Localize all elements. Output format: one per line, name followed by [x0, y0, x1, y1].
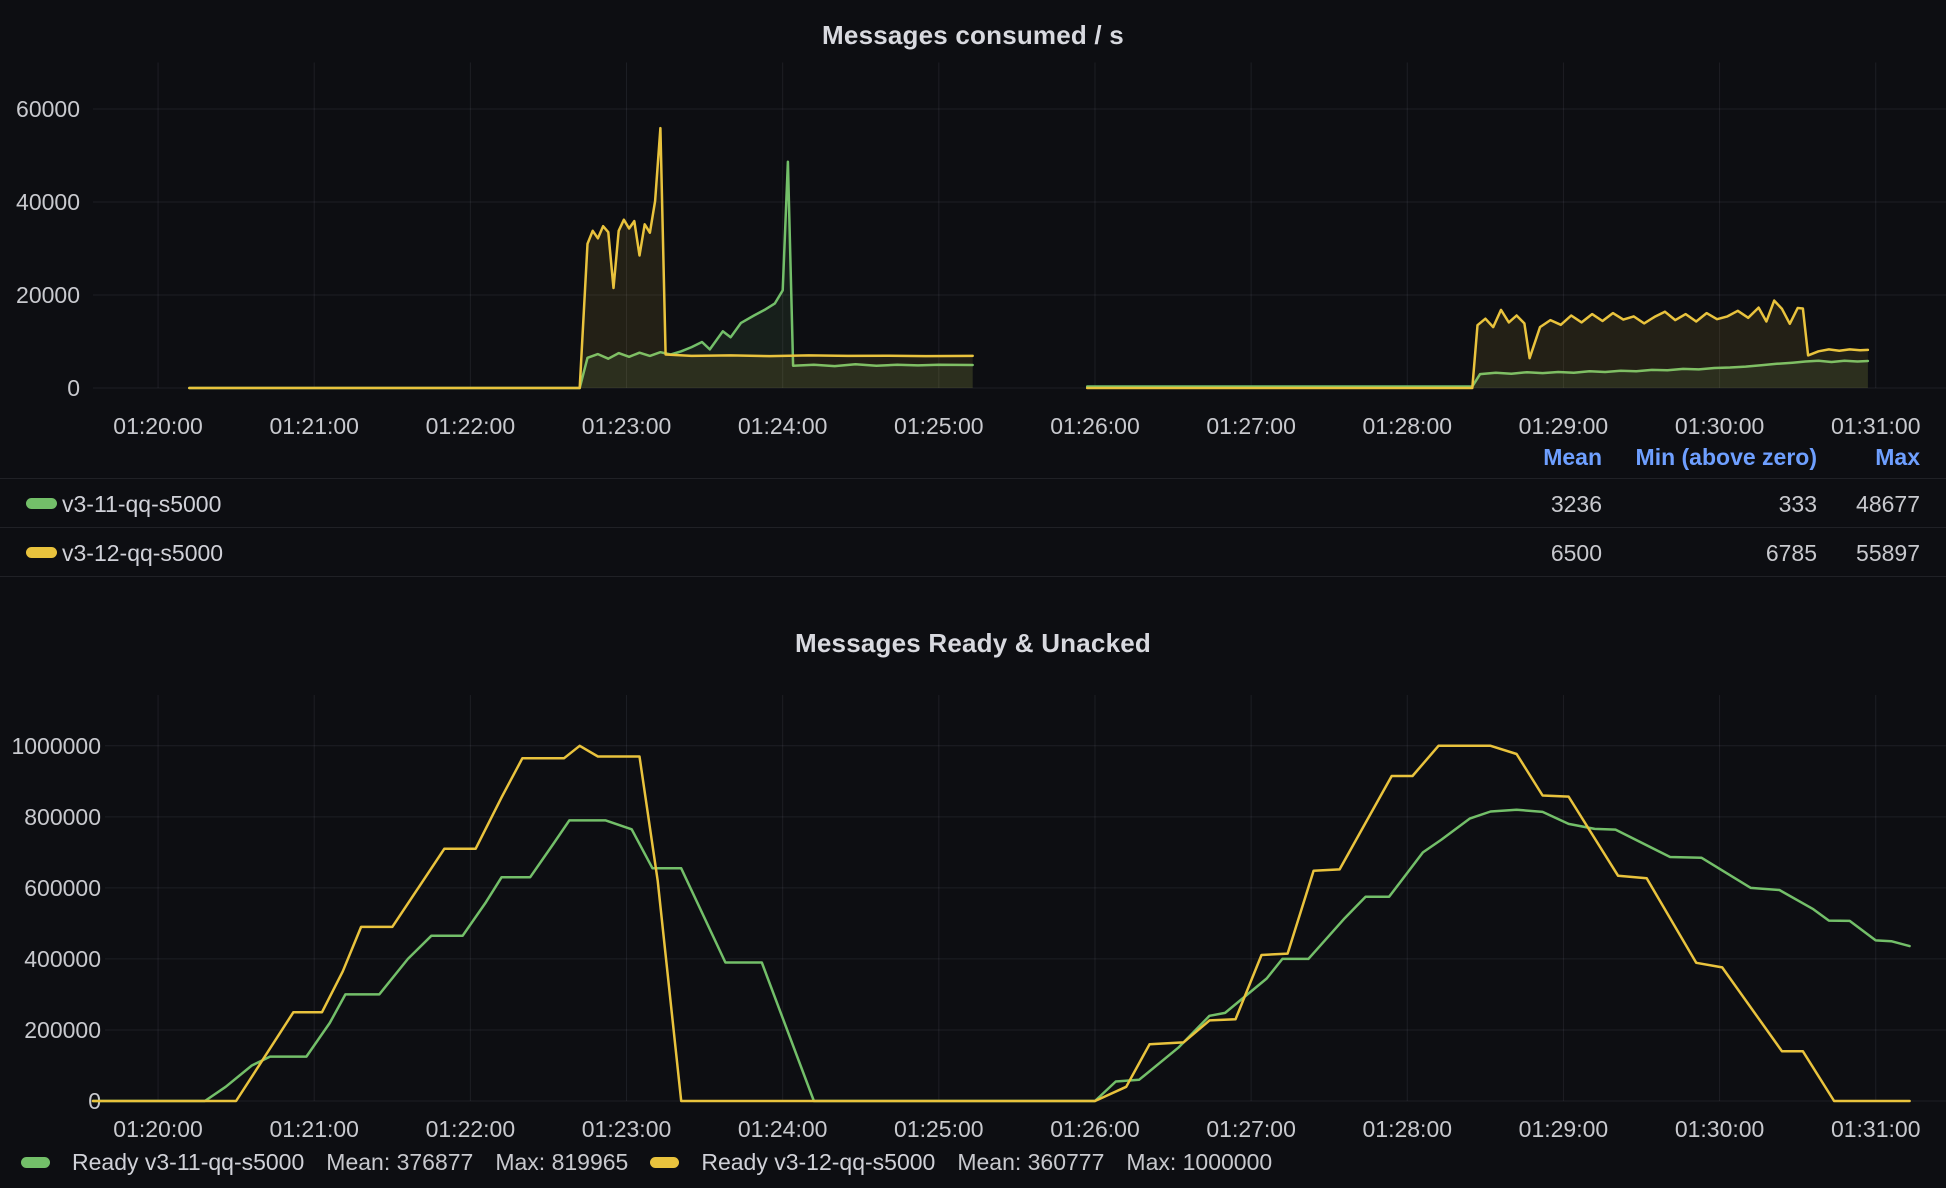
x-tick-label: 01:24:00: [738, 413, 828, 439]
series-color-swatch[interactable]: [21, 1157, 50, 1168]
legend-row: v3-11-qq-s5000 3236 333 48677: [0, 478, 1946, 527]
series-fill-v3-12-qq-s5000: [189, 128, 973, 388]
series-fill-v3-11-qq-s5000: [189, 161, 973, 388]
x-tick-label: 01:27:00: [1206, 413, 1296, 439]
legend-value-max: 55897: [1856, 540, 1920, 566]
x-tick-label: 01:21:00: [269, 413, 359, 439]
y-tick-label: 0: [67, 375, 80, 401]
legend-stat-mean: Mean: 360777: [957, 1149, 1105, 1175]
x-tick-label: 01:24:00: [738, 1116, 828, 1142]
legend-header-max[interactable]: Max: [1875, 444, 1920, 470]
panel2-title[interactable]: Messages Ready & Unacked: [795, 628, 1151, 658]
y-tick-label: 800000: [24, 804, 101, 830]
y-tick-label: 20000: [16, 282, 80, 308]
series-fill-v3-12-qq-s5000: [1087, 300, 1868, 388]
legend-stat-max: Max: 1000000: [1126, 1149, 1273, 1175]
x-tick-label: 01:27:00: [1206, 1116, 1296, 1142]
series-line-v3-12-qq-s5000: [188, 126, 974, 390]
y-tick-label: 400000: [24, 946, 101, 972]
x-tick-label: 01:26:00: [1050, 413, 1140, 439]
legend-value-min_above_zero: 6785: [1765, 540, 1817, 566]
y-tick-label: 600000: [24, 875, 101, 901]
series-fill-v3-11-qq-s5000: [1087, 360, 1868, 388]
x-tick-label: 01:29:00: [1519, 1116, 1609, 1142]
x-tick-label: 01:30:00: [1675, 1116, 1765, 1142]
legend-series-label[interactable]: Ready v3-12-qq-s5000: [701, 1149, 936, 1175]
x-tick-label: 01:31:00: [1831, 1116, 1921, 1142]
series-color-swatch[interactable]: [650, 1157, 680, 1168]
x-tick-label: 01:20:00: [113, 413, 203, 439]
legend-table-header: Mean Min (above zero) Max: [0, 444, 1946, 472]
legend-row: v3-12-qq-s5000 6500 6785 55897: [0, 527, 1946, 577]
legend-value-mean: 6500: [1550, 540, 1602, 566]
legend-value-min_above_zero: 333: [1778, 491, 1817, 517]
series-line-v3-11-qq-s5000: [188, 160, 974, 390]
x-tick-label: 01:30:00: [1675, 413, 1765, 439]
x-tick-label: 01:21:00: [269, 1116, 359, 1142]
legend-value-max: 48677: [1856, 491, 1920, 517]
legend-series-label[interactable]: v3-11-qq-s5000: [62, 491, 222, 517]
legend-stat-max: Max: 819965: [495, 1149, 629, 1175]
series-line-Ready v3-11-qq-s5000: [91, 808, 1911, 1103]
x-tick-label: 01:23:00: [582, 413, 672, 439]
series-line-v3-11-qq-s5000: [1085, 359, 1870, 388]
legend-series-label[interactable]: v3-12-qq-s5000: [62, 540, 224, 566]
bottom-legend: Ready v3-11-qq-s5000 Mean: 376877 Max: 819…: [21, 1149, 1272, 1176]
series-color-swatch[interactable]: [26, 498, 57, 509]
x-tick-label: 01:20:00: [113, 1116, 203, 1142]
legend-series-label[interactable]: Ready v3-11-qq-s5000: [72, 1149, 305, 1175]
legend-stat-mean: Mean: 376877: [326, 1149, 474, 1175]
x-tick-label: 01:29:00: [1519, 413, 1609, 439]
x-tick-label: 01:31:00: [1831, 413, 1921, 439]
legend-value-mean: 3236: [1550, 491, 1602, 517]
x-tick-label: 01:28:00: [1363, 1116, 1453, 1142]
y-tick-label: 1000000: [11, 733, 101, 759]
x-tick-label: 01:23:00: [582, 1116, 672, 1142]
panel1-title[interactable]: Messages consumed / s: [822, 20, 1124, 50]
y-tick-label: 60000: [16, 96, 80, 122]
series-line-Ready v3-12-qq-s5000: [91, 744, 1911, 1103]
x-tick-label: 01:28:00: [1363, 413, 1453, 439]
x-tick-label: 01:22:00: [426, 413, 516, 439]
x-tick-label: 01:25:00: [894, 413, 984, 439]
legend-header-mean[interactable]: Mean: [1543, 444, 1602, 470]
legend-header-min[interactable]: Min (above zero): [1635, 444, 1817, 470]
x-tick-label: 01:25:00: [894, 1116, 984, 1142]
y-tick-label: 40000: [16, 189, 80, 215]
y-tick-label: 200000: [24, 1017, 101, 1043]
series-color-swatch[interactable]: [26, 547, 57, 558]
x-tick-label: 01:22:00: [426, 1116, 516, 1142]
legend-table: v3-11-qq-s5000 3236 333 48677 v3-12-qq-s5000…: [0, 478, 1946, 577]
x-tick-label: 01:26:00: [1050, 1116, 1140, 1142]
consumed-rate-chart[interactable]: 0 20000 40000 60000 01:20:00 01:21:00 01:22:00…: [0, 55, 1946, 445]
series-line-v3-12-qq-s5000: [1085, 299, 1870, 390]
ready-unacked-chart[interactable]: 0200000400000600000800000100000001:20:00…: [0, 660, 1946, 1188]
